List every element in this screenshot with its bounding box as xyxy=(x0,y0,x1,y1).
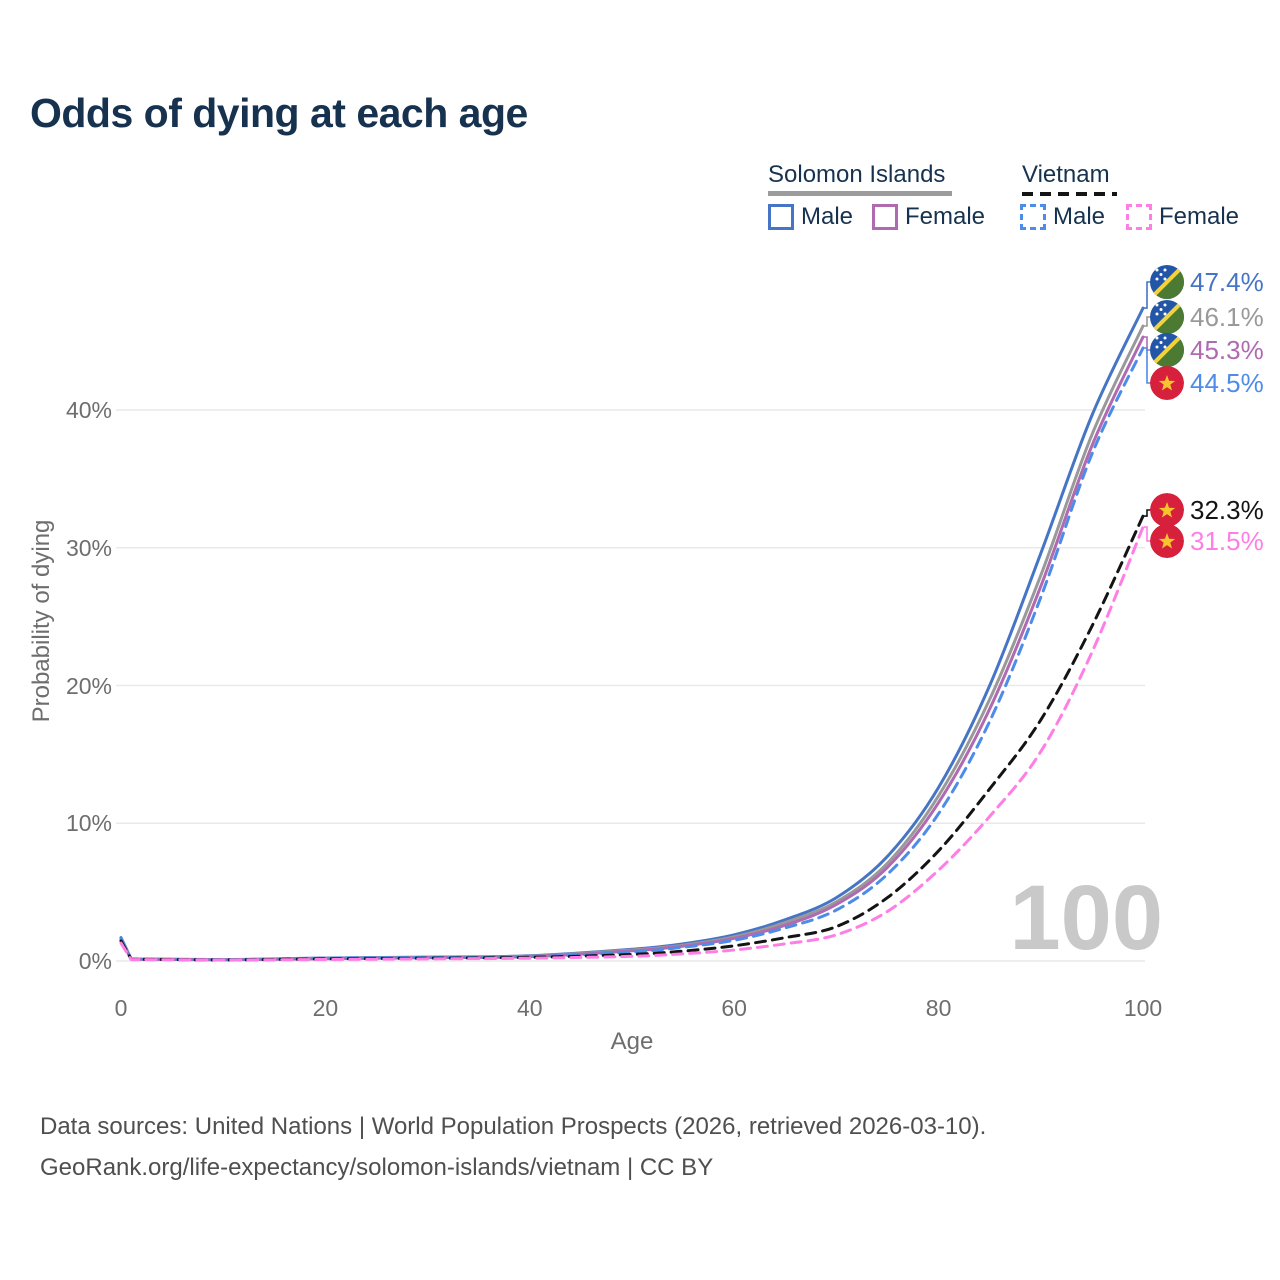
legend-country-vietnam: Vietnam xyxy=(1022,161,1110,188)
x-tick-label: 0 xyxy=(114,995,128,1021)
chart-title: Odds of dying at each age xyxy=(30,90,528,136)
legend-underline-solid xyxy=(768,191,952,196)
end-label-connector xyxy=(1144,509,1152,517)
solomon-islands-flag-icon xyxy=(1150,265,1184,299)
end-label-connector xyxy=(1144,526,1152,542)
x-tick-label: 80 xyxy=(925,995,952,1021)
legend-item-vn-female[interactable]: Female xyxy=(1126,203,1239,231)
footer-link: GeoRank.org/life-expectancy/solomon-isla… xyxy=(40,1154,714,1181)
end-label-value: 46.1% xyxy=(1190,301,1264,332)
legend-label: Male xyxy=(1053,203,1106,230)
x-tick-label: 40 xyxy=(517,995,543,1021)
x-tick-label: 20 xyxy=(312,995,339,1021)
end-label-solomon-islands-male: 47.4% xyxy=(1150,265,1264,299)
series-line-solomon-islands-combined xyxy=(119,324,1145,962)
legend-label: Female xyxy=(1159,203,1240,230)
y-axis-title: Probability of dying xyxy=(28,519,55,723)
end-label-solomon-islands-combined: 46.1% xyxy=(1150,300,1264,334)
y-tick-label: 20% xyxy=(65,672,112,699)
end-label-solomon-islands-female: 45.3% xyxy=(1150,333,1264,367)
vn-male-swatch-icon xyxy=(1020,204,1046,230)
vietnam-flag-icon xyxy=(1150,366,1184,400)
si-male-swatch-icon xyxy=(768,204,794,230)
end-label-connector xyxy=(1144,316,1152,327)
series-line-vietnam-male xyxy=(119,346,1145,962)
footer: Data sources: United Nations | World Pop… xyxy=(40,1106,986,1188)
end-label-value: 47.4% xyxy=(1190,266,1264,297)
y-tick-label: 30% xyxy=(65,534,112,561)
y-tick-label: 10% xyxy=(65,810,112,837)
age-watermark: 100 xyxy=(1009,867,1164,969)
series-line-solomon-islands-male xyxy=(119,306,1145,962)
series-line-solomon-islands-female xyxy=(119,335,1145,962)
si-female-swatch-icon xyxy=(872,204,898,230)
y-tick-label: 0% xyxy=(78,948,112,974)
vn-female-swatch-icon xyxy=(1126,204,1152,230)
end-label-value: 32.3% xyxy=(1190,494,1264,525)
x-tick-label: 100 xyxy=(1123,995,1163,1021)
end-label-value: 31.5% xyxy=(1190,525,1264,556)
vietnam-flag-icon xyxy=(1150,524,1184,558)
solomon-islands-flag-icon xyxy=(1150,300,1184,334)
end-label-value: 44.5% xyxy=(1190,367,1264,398)
legend-item-vn-male[interactable]: Male xyxy=(1020,203,1105,231)
end-label-connector xyxy=(1144,281,1152,309)
legend-country-solomon-islands: Solomon Islands xyxy=(768,161,946,188)
y-tick-label: 40% xyxy=(65,397,112,423)
vietnam-flag-icon xyxy=(1150,493,1184,527)
solomon-islands-flag-icon xyxy=(1150,333,1184,367)
legend-underline-dashed xyxy=(1022,192,1117,196)
footer-sources: Data sources: United Nations | World Pop… xyxy=(40,1113,987,1140)
end-label-connector xyxy=(1144,336,1152,351)
end-label-vietnam-female: 31.5% xyxy=(1150,524,1264,558)
legend-item-si-female[interactable]: Female xyxy=(872,203,985,231)
x-axis-title: Age xyxy=(610,1028,654,1055)
legend-item-si-male[interactable]: Male xyxy=(768,203,853,231)
legend-label: Male xyxy=(801,203,854,230)
legend-label: Female xyxy=(905,203,986,230)
end-label-value: 45.3% xyxy=(1190,334,1264,365)
end-label-vietnam-combined: 32.3% xyxy=(1150,493,1264,527)
end-label-connector xyxy=(1144,347,1152,384)
x-tick-label: 60 xyxy=(721,995,747,1021)
end-label-vietnam-male: 44.5% xyxy=(1150,366,1264,400)
